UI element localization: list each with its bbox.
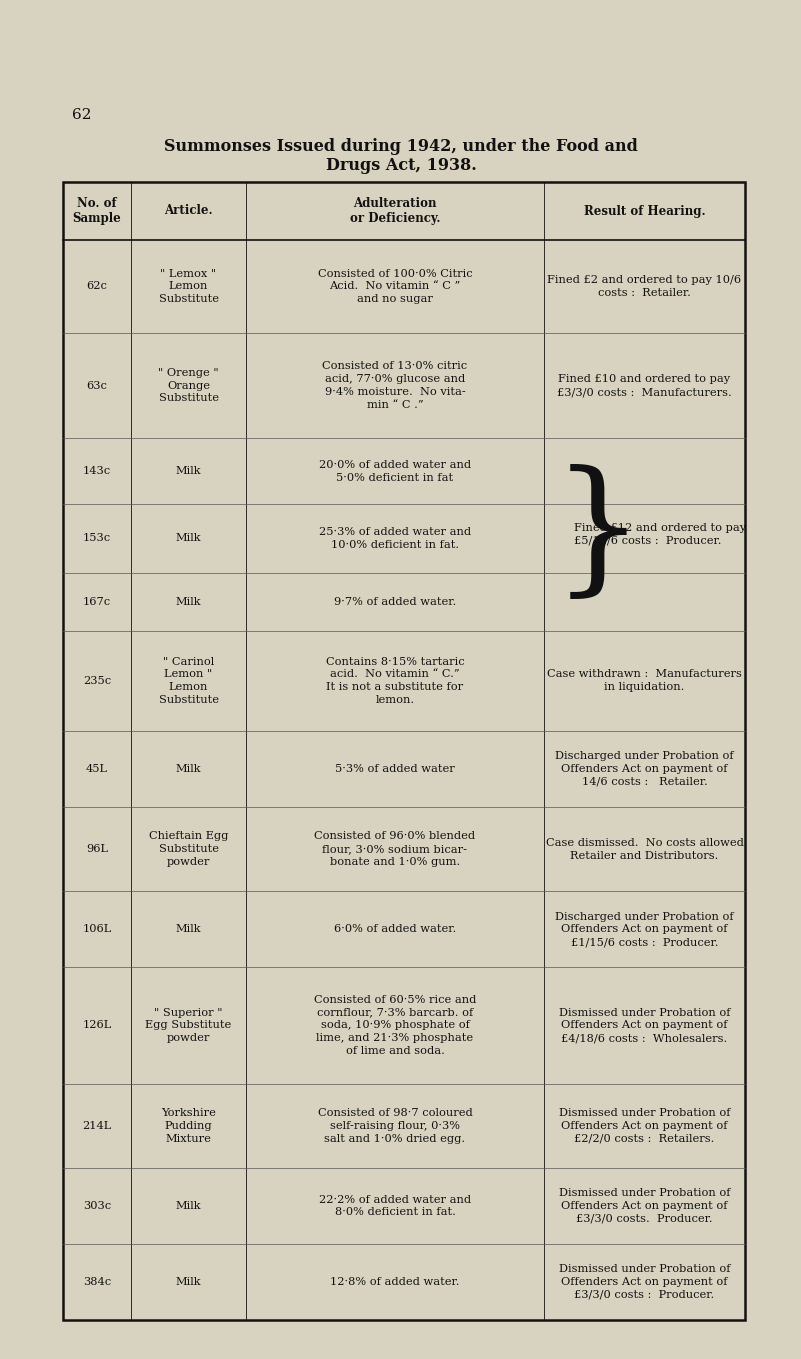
Text: Drugs Act, 1938.: Drugs Act, 1938. [326,158,477,174]
Text: }: } [552,463,645,605]
Text: Consisted of 96·0% blended
flour, 3·0% sodium bicar-
bonate and 1·0% gum.: Consisted of 96·0% blended flour, 3·0% s… [315,832,476,867]
Text: 62c: 62c [87,281,107,291]
Bar [63,182,745,1320]
Text: 22·2% of added water and
8·0% deficient in fat.: 22·2% of added water and 8·0% deficient … [319,1195,471,1218]
Text: 6·0% of added water.: 6·0% of added water. [334,924,456,935]
Text: 384c: 384c [83,1277,111,1287]
Text: Summonses Issued during 1942, under the Food and: Summonses Issued during 1942, under the … [164,139,638,155]
Text: Fined £12 and ordered to pay
£5/12/6 costs :  Producer.: Fined £12 and ordered to pay £5/12/6 cos… [574,523,746,546]
Text: Contains 8·15% tartaric
acid.  No vitamin “ C.”
It is not a substitute for
lemon: Contains 8·15% tartaric acid. No vitamin… [326,656,465,705]
Text: Dismissed under Probation of
Offenders Act on payment of
£2/2/0 costs :  Retaile: Dismissed under Probation of Offenders A… [559,1108,731,1143]
Text: Fined £2 and ordered to pay 10/6
costs :  Retailer.: Fined £2 and ordered to pay 10/6 costs :… [547,275,742,298]
Text: Discharged under Probation of
Offenders Act on payment of
£1/15/6 costs :  Produ: Discharged under Probation of Offenders … [555,912,734,947]
Text: Consisted of 13·0% citric
acid, 77·0% glucose and
9·4% moisture.  No vita-
min “: Consisted of 13·0% citric acid, 77·0% gl… [323,361,468,410]
Text: Discharged under Probation of
Offenders Act on payment of
14/6 costs :   Retaile: Discharged under Probation of Offenders … [555,752,734,787]
Text: " Lemox "
Lemon
Substitute: " Lemox " Lemon Substitute [159,269,219,304]
Text: 12·8% of added water.: 12·8% of added water. [330,1277,460,1287]
Text: Adulteration
or Deficiency.: Adulteration or Deficiency. [350,197,441,226]
Text: Consisted of 100·0% Citric
Acid.  No vitamin “ C ”
and no sugar: Consisted of 100·0% Citric Acid. No vita… [318,269,473,304]
Text: Milk: Milk [175,466,201,476]
Text: Case withdrawn :  Manufacturers
in liquidation.: Case withdrawn : Manufacturers in liquid… [547,670,742,692]
Text: 96L: 96L [86,844,108,855]
Text: Milk: Milk [175,764,201,773]
Text: 25·3% of added water and
10·0% deficient in fat.: 25·3% of added water and 10·0% deficient… [319,527,471,549]
Text: 167c: 167c [83,597,111,606]
Text: 106L: 106L [83,924,111,935]
Text: 62: 62 [72,107,91,122]
Text: 143c: 143c [83,466,111,476]
Text: 303c: 303c [83,1201,111,1211]
Text: Dismissed under Probation of
Offenders Act on payment of
£3/3/0 costs :  Produce: Dismissed under Probation of Offenders A… [559,1264,731,1299]
Text: Dismissed under Probation of
Offenders Act on payment of
£3/3/0 costs.  Producer: Dismissed under Probation of Offenders A… [559,1188,731,1224]
Text: Case dismissed.  No costs allowed
Retailer and Distributors.: Case dismissed. No costs allowed Retaile… [545,837,743,860]
Text: " Superior "
Egg Substitute
powder: " Superior " Egg Substitute powder [145,1007,231,1044]
Text: 235c: 235c [83,675,111,686]
Text: 20·0% of added water and
5·0% deficient in fat: 20·0% of added water and 5·0% deficient … [319,459,471,482]
Text: Yorkshire
Pudding
Mixture: Yorkshire Pudding Mixture [161,1108,216,1143]
Text: 5·3% of added water: 5·3% of added water [335,764,455,773]
Text: No. of
Sample: No. of Sample [73,197,122,226]
Text: 45L: 45L [86,764,108,773]
Text: Milk: Milk [175,924,201,935]
Text: 126L: 126L [83,1021,111,1030]
Text: Milk: Milk [175,1201,201,1211]
Text: Consisted of 98·7 coloured
self-raising flour, 0·3%
salt and 1·0% dried egg.: Consisted of 98·7 coloured self-raising … [318,1108,473,1143]
Text: 9·7% of added water.: 9·7% of added water. [334,597,456,606]
Text: Milk: Milk [175,1277,201,1287]
Text: Milk: Milk [175,533,201,544]
Text: 63c: 63c [87,381,107,390]
Text: 153c: 153c [83,533,111,544]
Text: Consisted of 60·5% rice and
cornflour, 7·3% barcarb. of
soda, 10·9% phosphate of: Consisted of 60·5% rice and cornflour, 7… [314,995,476,1056]
Text: 214L: 214L [83,1121,111,1131]
Text: " Orenge "
Orange
Substitute: " Orenge " Orange Substitute [158,368,219,404]
Text: Article.: Article. [164,204,213,217]
Text: Fined £10 and ordered to pay
£3/3/0 costs :  Manufacturers.: Fined £10 and ordered to pay £3/3/0 cost… [557,374,732,397]
Text: " Carinol
Lemon "
Lemon
Substitute: " Carinol Lemon " Lemon Substitute [159,656,219,705]
Text: Dismissed under Probation of
Offenders Act on payment of
£4/18/6 costs :  Wholes: Dismissed under Probation of Offenders A… [559,1007,731,1044]
Text: Result of Hearing.: Result of Hearing. [584,204,706,217]
Text: Chieftain Egg
Substitute
powder: Chieftain Egg Substitute powder [149,832,228,867]
Text: Milk: Milk [175,597,201,606]
